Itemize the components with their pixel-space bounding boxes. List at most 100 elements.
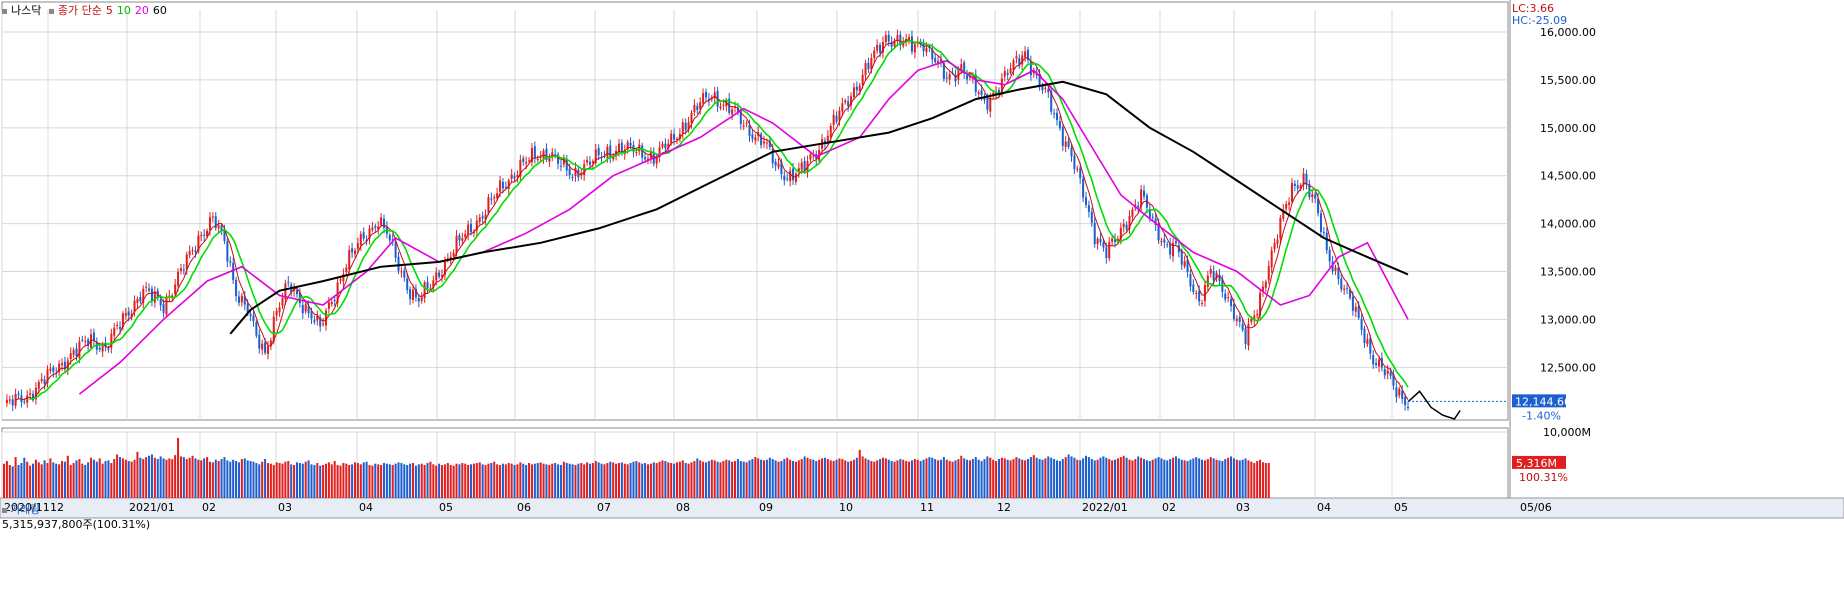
candle-body xyxy=(324,310,328,326)
candle-body xyxy=(432,280,435,288)
volume-bar xyxy=(551,463,554,498)
volume-bar xyxy=(847,461,850,498)
volume-bar xyxy=(574,465,577,498)
volume-bar xyxy=(925,458,928,498)
volume-bar xyxy=(124,459,127,498)
candle-body xyxy=(504,186,507,188)
volume-bar xyxy=(391,465,394,498)
candle-body xyxy=(786,178,789,180)
candle-body xyxy=(1079,168,1082,179)
candle-body xyxy=(316,315,319,321)
volume-bar xyxy=(760,459,763,498)
x-tick-label: 2021/01 xyxy=(129,501,175,514)
candle-body xyxy=(1041,86,1044,91)
candle-body xyxy=(136,298,139,303)
volume-bar xyxy=(284,461,287,498)
candle-body xyxy=(336,282,339,303)
volume-bar xyxy=(957,459,960,498)
candle-body xyxy=(322,323,325,325)
candle-body xyxy=(664,143,667,149)
candle-body xyxy=(1209,269,1212,274)
volume-bar xyxy=(626,464,629,498)
volume-bar xyxy=(217,461,220,498)
candle-body xyxy=(960,64,963,72)
candle-body xyxy=(771,149,774,164)
candle-body xyxy=(510,174,513,179)
volume-bar xyxy=(432,464,435,498)
candle-body xyxy=(873,50,876,59)
volume-bar xyxy=(261,461,264,498)
candle-body xyxy=(127,311,130,316)
volume-bar xyxy=(1198,458,1201,498)
candle-body xyxy=(1227,297,1230,299)
candle-body xyxy=(800,162,803,170)
candle-body xyxy=(1276,239,1279,244)
candle-body xyxy=(153,292,156,303)
candle-body xyxy=(382,218,386,228)
candle-body xyxy=(1105,247,1108,258)
volume-bar xyxy=(1163,459,1166,498)
candle-body xyxy=(925,47,928,53)
volume-bar xyxy=(1145,460,1148,498)
volume-bar xyxy=(490,463,493,498)
candle-body xyxy=(148,288,151,291)
candle-body xyxy=(87,339,90,346)
volume-bar xyxy=(821,458,824,498)
candle-body xyxy=(548,157,551,162)
candle-body xyxy=(1090,211,1093,223)
candle-body xyxy=(211,216,214,218)
candle-body xyxy=(208,217,211,231)
volume-bar xyxy=(324,463,328,498)
candle-body xyxy=(72,350,75,355)
candle-body xyxy=(963,62,966,74)
candle-body xyxy=(986,98,989,110)
change-pct-value: -1.40% xyxy=(1522,409,1561,422)
volume-bar xyxy=(356,463,359,498)
candle-body xyxy=(403,270,406,278)
volume-bar xyxy=(635,461,638,498)
candle-body xyxy=(380,217,383,225)
volume-bar xyxy=(1253,463,1256,498)
candle-body xyxy=(217,225,220,229)
volume-bar xyxy=(818,459,821,498)
candle-body xyxy=(745,123,748,125)
volume-bar xyxy=(435,465,438,498)
volume-bar xyxy=(26,461,29,498)
candle-body xyxy=(574,167,577,176)
volume-bar xyxy=(977,459,980,498)
candle-body xyxy=(1157,223,1160,241)
candle-body xyxy=(939,59,942,62)
candle-body xyxy=(61,363,64,366)
volume-bar xyxy=(649,463,652,498)
candle-body xyxy=(1267,266,1270,281)
volume-bar xyxy=(1000,457,1003,498)
candle-body xyxy=(284,283,287,300)
volume-bar xyxy=(1230,456,1233,498)
volume-bar xyxy=(603,464,606,498)
volume-bar xyxy=(139,457,142,498)
volume-bar xyxy=(493,461,496,498)
volume-bar xyxy=(1003,458,1006,498)
volume-bar xyxy=(586,462,589,498)
candle-body xyxy=(1348,289,1351,298)
ma20-line xyxy=(78,59,1409,395)
volume-bar xyxy=(46,463,49,498)
volume-bar xyxy=(475,463,478,498)
volume-bar xyxy=(98,458,101,498)
candle-body xyxy=(707,98,710,101)
x-tick-label: 11 xyxy=(920,501,934,514)
volume-bar xyxy=(690,462,693,498)
volume-bar xyxy=(1053,459,1056,498)
candle-body xyxy=(420,297,423,301)
candle-body xyxy=(185,254,188,270)
candle-body xyxy=(1386,370,1389,374)
candle-body xyxy=(1253,315,1256,321)
candle-body xyxy=(1047,89,1050,93)
candle-body xyxy=(850,96,853,106)
candle-body xyxy=(1026,49,1030,60)
volume-bar xyxy=(577,463,580,498)
candle-body xyxy=(441,275,444,277)
volume-bar xyxy=(464,463,467,498)
volume-bar xyxy=(255,463,258,498)
volume-bar xyxy=(40,464,43,498)
